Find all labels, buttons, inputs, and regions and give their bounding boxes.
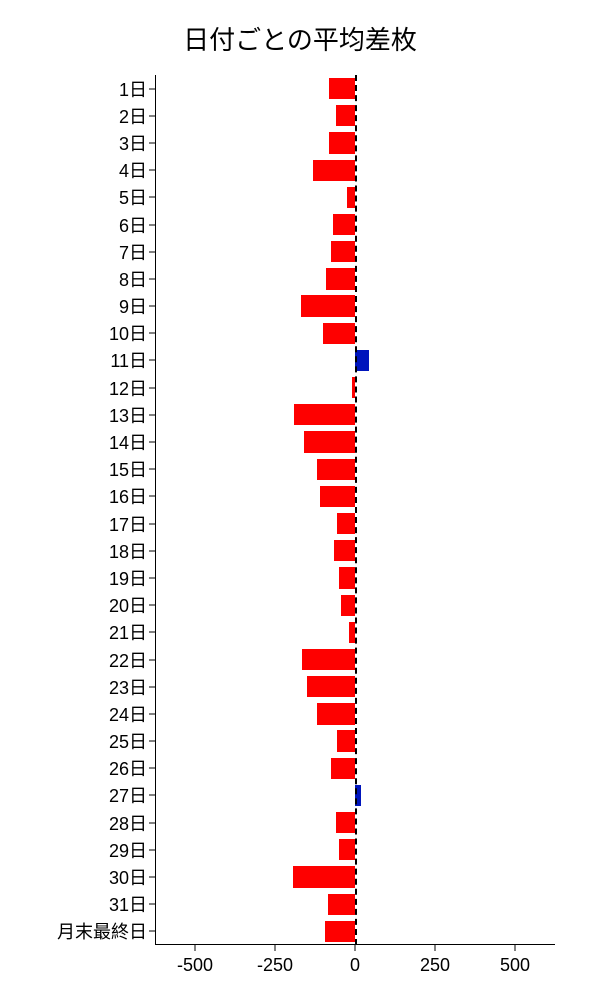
y-axis-tick — [149, 170, 155, 171]
bar — [337, 730, 355, 751]
y-axis-label: 月末最終日 — [57, 918, 155, 944]
bar — [355, 350, 369, 371]
y-axis-tick — [149, 333, 155, 334]
x-axis-tick — [275, 945, 276, 951]
bar — [334, 540, 355, 561]
bar — [325, 921, 355, 942]
y-axis-tick — [149, 577, 155, 578]
y-axis-line — [155, 75, 156, 945]
y-axis-tick — [149, 360, 155, 361]
y-axis-tick — [149, 822, 155, 823]
bar — [317, 459, 355, 480]
y-axis-tick — [149, 88, 155, 89]
y-axis-tick — [149, 115, 155, 116]
y-axis-tick — [149, 741, 155, 742]
plot-area: 1日2日3日4日5日6日7日8日9日10日11日12日13日14日15日16日1… — [155, 75, 555, 945]
bar — [329, 132, 355, 153]
bar — [294, 404, 355, 425]
bar — [347, 187, 355, 208]
bar — [307, 676, 355, 697]
bar — [331, 758, 355, 779]
y-axis-tick — [149, 768, 155, 769]
bar — [336, 105, 355, 126]
bar — [329, 78, 355, 99]
y-axis-tick — [149, 849, 155, 850]
bar — [341, 595, 355, 616]
x-axis-tick — [355, 945, 356, 951]
bar — [337, 513, 355, 534]
x-axis-tick — [435, 945, 436, 951]
y-axis-tick — [149, 795, 155, 796]
bar — [313, 160, 355, 181]
y-axis-tick — [149, 904, 155, 905]
bar — [323, 323, 355, 344]
bar — [317, 703, 355, 724]
bar — [331, 241, 355, 262]
y-axis-tick — [149, 251, 155, 252]
chart-container: 日付ごとの平均差枚 1日2日3日4日5日6日7日8日9日10日11日12日13日… — [0, 0, 600, 1000]
y-axis-tick — [149, 278, 155, 279]
y-axis-tick — [149, 224, 155, 225]
y-axis-tick — [149, 197, 155, 198]
y-axis-tick — [149, 306, 155, 307]
bar — [333, 214, 355, 235]
y-axis-tick — [149, 686, 155, 687]
bar — [301, 295, 355, 316]
y-axis-tick — [149, 632, 155, 633]
y-axis-tick — [149, 713, 155, 714]
bar — [304, 431, 355, 452]
y-axis-tick — [149, 414, 155, 415]
bar — [339, 567, 355, 588]
y-axis-tick — [149, 469, 155, 470]
bar — [293, 866, 355, 887]
chart-title: 日付ごとの平均差枚 — [0, 20, 600, 57]
x-axis-tick — [515, 945, 516, 951]
bar — [328, 894, 355, 915]
y-axis-tick — [149, 387, 155, 388]
bar — [326, 268, 355, 289]
bar — [320, 486, 355, 507]
x-axis-tick — [195, 945, 196, 951]
bar — [336, 812, 355, 833]
zero-line — [355, 75, 357, 945]
y-axis-tick — [149, 496, 155, 497]
y-axis-tick — [149, 442, 155, 443]
bar — [339, 839, 355, 860]
bar — [302, 649, 355, 670]
y-axis-tick — [149, 142, 155, 143]
y-axis-tick — [149, 931, 155, 932]
y-axis-tick — [149, 659, 155, 660]
y-axis-tick — [149, 877, 155, 878]
y-axis-tick — [149, 550, 155, 551]
y-axis-tick — [149, 523, 155, 524]
y-axis-tick — [149, 605, 155, 606]
